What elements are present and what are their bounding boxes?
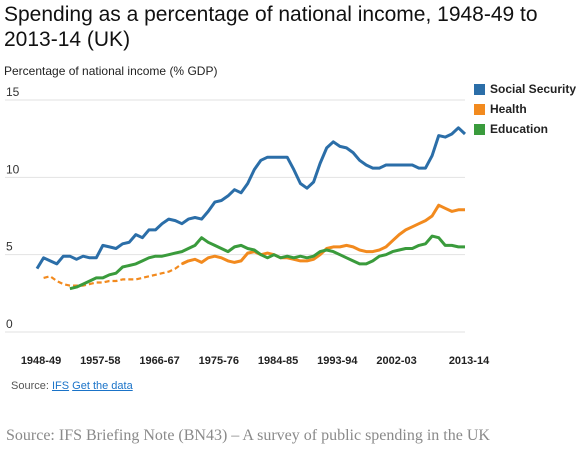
y-tick-label-10: 10 (6, 162, 20, 176)
ifs-link[interactable]: IFS (51, 380, 70, 392)
get-the-data-link[interactable]: Get the data (72, 380, 133, 392)
x-tick-label-2002-03: 2002-03 (376, 355, 416, 367)
legend-item-education[interactable]: Education (474, 119, 576, 139)
legend-label-health: Health (490, 102, 527, 116)
legend-swatch-education (474, 123, 485, 135)
x-axis-ticks: 1948-49 1957-58 1966-67 1975-76 1984-85 1993-… (21, 355, 490, 367)
x-tick-label-1993-94: 1993-94 (317, 355, 358, 367)
legend-swatch-social-security (474, 83, 485, 95)
chart-title: Spending as a percentage of national inc… (4, 3, 538, 51)
y-axis-ticks: 0 5 10 15 (6, 85, 20, 331)
legend-item-social-security[interactable]: Social Security (474, 79, 576, 99)
legend-label-social-security: Social Security (490, 82, 577, 96)
y-tick-label-0: 0 (6, 317, 13, 331)
y-tick-label-5: 5 (6, 240, 13, 254)
figure-caption: Source: IFS Briefing Note (BN43) – A sur… (6, 427, 490, 444)
gridlines (5, 99, 465, 333)
legend: Social Security Health Education (474, 79, 576, 139)
x-tick-label-1948-49: 1948-49 (21, 355, 61, 367)
series-line-social-security (35, 126, 467, 270)
legend-swatch-health (474, 103, 485, 115)
x-tick-label-1975-76: 1975-76 (199, 355, 239, 367)
legend-label-education: Education (490, 122, 549, 136)
x-tick-label-2013-14: 2013-14 (449, 355, 490, 367)
source-prefix: Source: (11, 380, 52, 392)
source-line: Source: IFS Get the data (11, 380, 133, 392)
x-tick-label-1957-58: 1957-58 (80, 355, 120, 367)
y-tick-label-15: 15 (6, 85, 20, 99)
x-tick-label-1984-85: 1984-85 (258, 355, 298, 367)
x-tick-label-1966-67: 1966-67 (139, 355, 179, 367)
legend-item-health[interactable]: Health (474, 99, 576, 119)
y-axis-label: Percentage of national income (% GDP) (4, 64, 218, 78)
series-line-health-dashed (43, 263, 183, 287)
series-line-education (69, 234, 465, 291)
series-lines (35, 126, 467, 291)
